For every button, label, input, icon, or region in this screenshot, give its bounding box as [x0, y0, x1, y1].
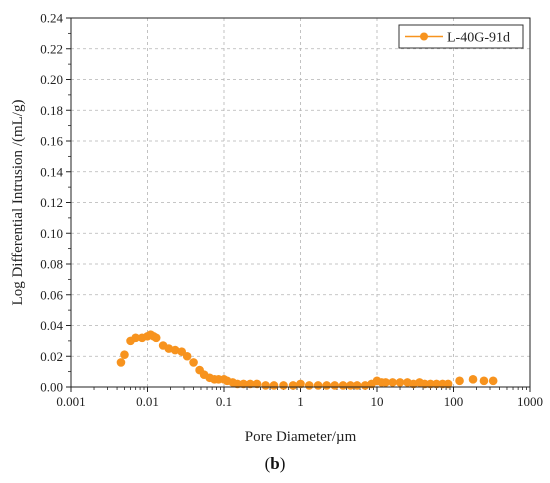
data-point — [239, 379, 248, 389]
data-point — [245, 379, 255, 389]
data-point — [296, 379, 305, 389]
y-tick-label: 0.10 — [40, 226, 63, 241]
data-point — [304, 381, 314, 390]
figure-caption: (b) — [265, 454, 286, 473]
data-point — [261, 381, 270, 390]
x-tick-label: 0.01 — [136, 394, 159, 409]
x-axis-title: Pore Diameter/µm — [245, 429, 357, 445]
data-point — [360, 381, 370, 390]
legend: L-40G-91d — [398, 24, 524, 49]
y-tick-label: 0.06 — [40, 287, 63, 302]
y-tick-label: 0.18 — [40, 103, 63, 118]
data-point — [252, 379, 262, 389]
data-point — [233, 379, 242, 389]
data-point — [388, 378, 397, 387]
data-point — [426, 379, 435, 389]
data-point — [338, 381, 348, 390]
data-point — [346, 381, 355, 390]
x-tick-label: 1000 — [517, 394, 543, 409]
caption-close: ) — [280, 454, 286, 473]
data-point — [381, 378, 391, 387]
data-point — [151, 333, 161, 343]
data-point — [432, 379, 441, 389]
plot-frame — [70, 17, 531, 388]
data-point — [116, 358, 126, 367]
y-tick-label: 0.20 — [40, 72, 63, 87]
y-tick-label: 0.12 — [40, 195, 63, 210]
y-axis-title: Log Differential Intrusion /(mL/g) — [10, 100, 26, 306]
data-point — [330, 381, 340, 390]
y-tick-label: 0.24 — [40, 11, 63, 26]
data-point — [189, 358, 198, 367]
caption-open: ( — [265, 454, 271, 473]
data-point — [443, 379, 453, 389]
x-tick-label: 0.1 — [216, 394, 232, 409]
data-point — [279, 381, 288, 390]
legend-label: L-40G-91d — [447, 31, 510, 46]
tick-labels: 0.001 0.01 0.1 1 10 100 1000 0.00 0.02 0.04 0.06 0.… — [40, 11, 543, 410]
y-tick-label: 0.22 — [40, 41, 63, 56]
data-point — [288, 381, 298, 390]
data-point — [395, 378, 405, 387]
data-points — [116, 330, 498, 390]
grid-lines — [71, 18, 530, 387]
data-point — [352, 381, 362, 390]
data-point — [170, 345, 180, 355]
x-tick-label: 0.001 — [56, 394, 85, 409]
data-point — [322, 381, 331, 390]
y-tick-label: 0.14 — [40, 164, 63, 179]
data-point — [269, 381, 279, 390]
data-point — [120, 350, 129, 360]
x-tick-label: 100 — [444, 394, 464, 409]
data-point — [455, 376, 464, 386]
y-tick-label: 0.04 — [40, 318, 63, 333]
data-point — [468, 375, 478, 384]
data-point — [182, 351, 192, 361]
legend-marker — [420, 32, 428, 41]
y-tick-label: 0.16 — [40, 134, 63, 149]
x-tick-label: 1 — [297, 394, 304, 409]
y-tick-label: 0.00 — [40, 380, 63, 395]
y-tick-label: 0.08 — [40, 257, 63, 272]
data-point — [488, 376, 498, 386]
data-point — [479, 376, 489, 386]
caption-letter: b — [270, 454, 279, 473]
legend-box — [398, 24, 524, 49]
y-tick-label: 0.02 — [40, 349, 63, 364]
data-point — [131, 333, 140, 343]
data-point — [313, 381, 323, 390]
x-tick-label: 10 — [371, 394, 384, 409]
